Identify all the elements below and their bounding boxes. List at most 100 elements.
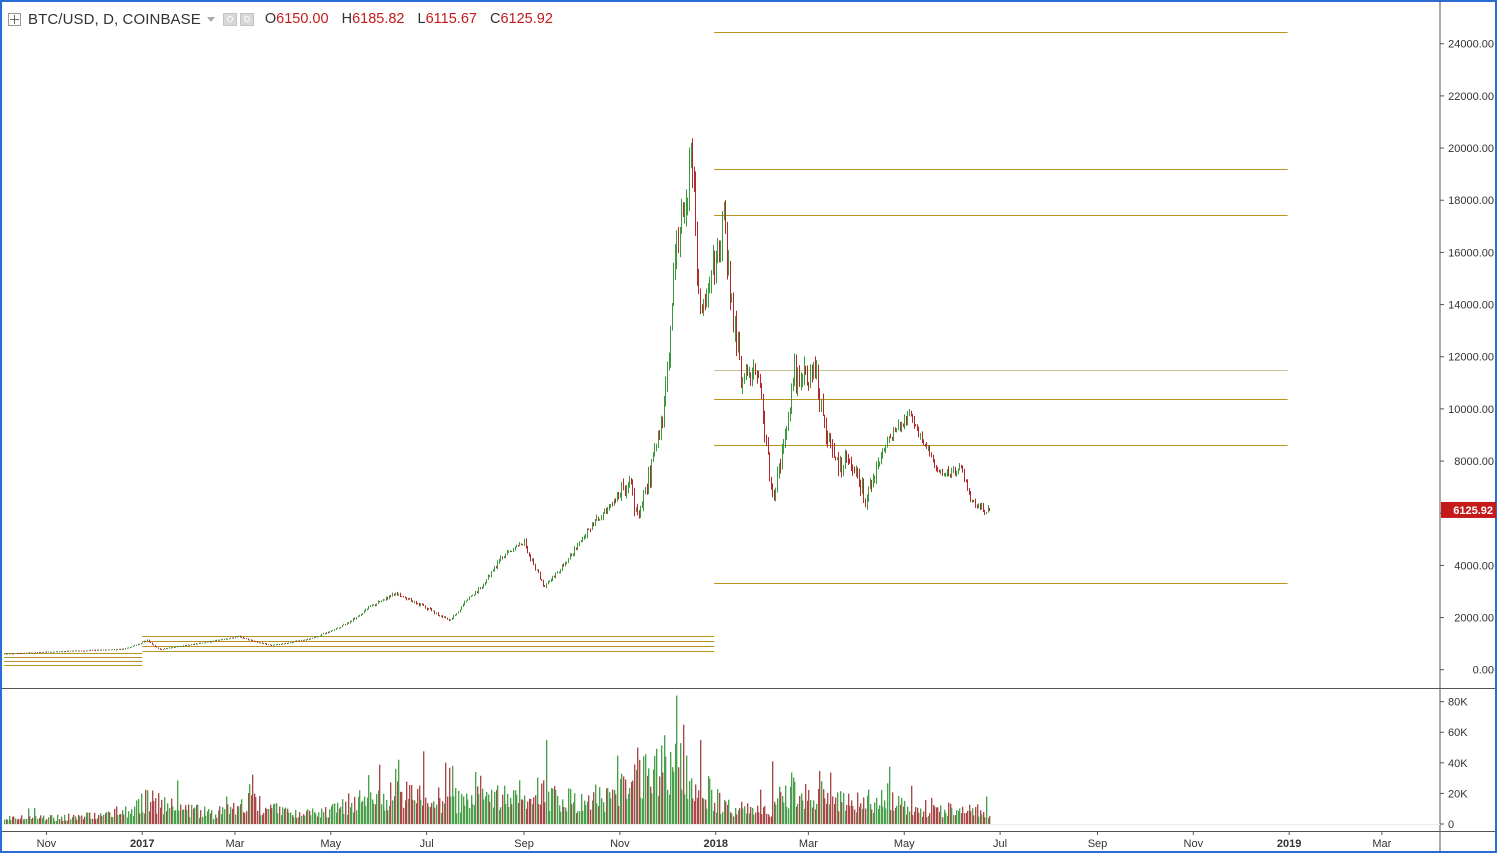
volume-bar — [84, 816, 86, 824]
candle — [442, 615, 443, 619]
candle-body — [31, 652, 32, 654]
volume-bar — [876, 797, 878, 824]
candle-body — [863, 483, 864, 500]
volume-bar — [408, 798, 410, 824]
candle-body — [786, 428, 787, 433]
candle-body — [848, 455, 849, 460]
candle — [233, 637, 234, 639]
candle — [259, 642, 260, 644]
volume-bar — [654, 756, 656, 824]
volume-bar — [89, 812, 91, 824]
volume-bar — [587, 801, 589, 824]
volume-bar — [182, 809, 184, 824]
candle-body — [50, 651, 51, 653]
volume-bar — [83, 819, 85, 824]
candle-body — [444, 617, 445, 618]
candle — [620, 492, 621, 498]
time-tick-label: Nov — [37, 838, 57, 850]
volume-bar — [702, 797, 704, 824]
volume-bar — [794, 781, 796, 824]
volume-bar — [378, 790, 380, 824]
volume-bar — [973, 815, 975, 824]
volume-bar — [535, 795, 537, 824]
volume-bar — [365, 805, 367, 824]
candle — [59, 651, 60, 653]
volume-bar — [389, 805, 391, 824]
candle-body — [486, 579, 487, 583]
candle — [315, 636, 316, 638]
volume-bar — [975, 807, 977, 824]
volume-bar — [51, 815, 53, 824]
candle-body — [387, 596, 388, 599]
candle — [727, 221, 728, 280]
candle-body — [197, 643, 198, 645]
volume-bar — [749, 813, 751, 824]
candle — [810, 364, 811, 389]
candle-body — [17, 653, 18, 654]
candle — [681, 198, 682, 234]
candle-body — [758, 377, 759, 378]
candle-body — [328, 632, 329, 633]
volume-bar — [439, 798, 441, 824]
candle — [645, 486, 646, 495]
volume-bar — [640, 797, 642, 824]
candle — [923, 439, 924, 446]
candle-body — [780, 464, 781, 468]
settings-icon[interactable] — [239, 12, 254, 26]
candle-body — [161, 649, 162, 651]
volume-bar — [603, 802, 605, 824]
candle — [865, 498, 866, 508]
candle-body — [367, 608, 368, 610]
candle-body — [892, 437, 893, 441]
volume-bar — [840, 791, 842, 824]
candle — [725, 200, 726, 235]
eye-icon[interactable] — [222, 12, 237, 26]
candle — [945, 472, 946, 477]
volume-bar — [915, 806, 917, 824]
volume-bar — [579, 811, 581, 824]
time-tick-label: Nov — [610, 838, 630, 850]
volume-bar — [226, 796, 228, 824]
candle-body — [169, 647, 170, 649]
candle — [568, 558, 569, 563]
candle-body — [714, 255, 715, 282]
volume-bar — [720, 813, 722, 824]
volume-bar — [221, 814, 223, 824]
volume-bar — [417, 788, 419, 824]
candle-body — [160, 648, 161, 650]
candle — [358, 615, 359, 618]
candle-body — [303, 639, 304, 641]
volume-bar — [163, 814, 165, 824]
candle — [257, 641, 258, 643]
volume-bar — [456, 813, 458, 824]
candle — [714, 250, 715, 285]
candle-body — [251, 639, 252, 641]
volume-bar — [367, 797, 369, 824]
volume-bar — [119, 814, 121, 824]
candle-body — [461, 606, 462, 610]
candle-body — [260, 642, 261, 644]
symbol-title[interactable]: BTC/USD, D, COINBASE — [28, 10, 201, 28]
volume-bar — [64, 814, 66, 824]
candle-body — [375, 604, 376, 606]
volume-bar — [544, 802, 546, 824]
candle-body — [522, 544, 523, 546]
candle — [153, 644, 154, 646]
volume-bar — [301, 815, 303, 824]
candle — [62, 651, 63, 653]
candle — [334, 629, 335, 631]
candle — [735, 316, 736, 342]
dropdown-caret-icon[interactable] — [206, 16, 215, 22]
volume-bar — [105, 813, 107, 824]
candle — [301, 639, 302, 642]
candle-body — [804, 366, 805, 379]
candle — [867, 494, 868, 510]
expand-icon[interactable] — [8, 12, 21, 26]
candle — [573, 553, 574, 557]
candle — [697, 221, 698, 286]
volume-bar — [576, 813, 578, 824]
volume-bar — [538, 803, 540, 824]
candle — [680, 227, 681, 258]
candle — [672, 302, 673, 331]
